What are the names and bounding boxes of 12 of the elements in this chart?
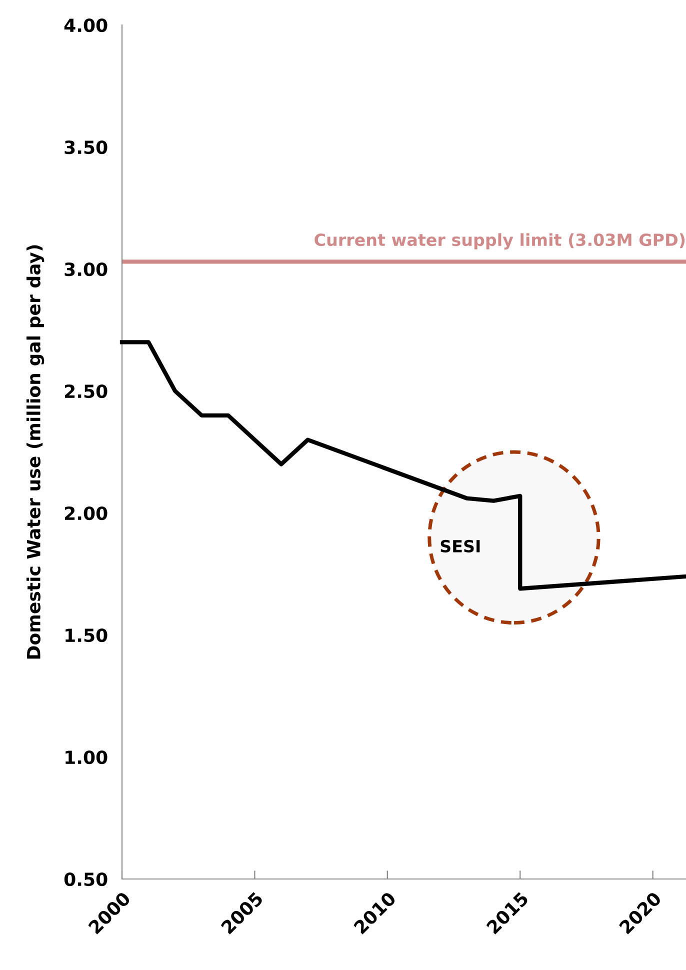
line-series xyxy=(120,340,686,591)
y-tick-label: 3.50 xyxy=(64,140,108,154)
y-tick-label: 0.50 xyxy=(64,872,108,886)
ref-line-label: Current water supply limit (3.03M GPD) xyxy=(314,233,685,250)
y-tick-label: 3.00 xyxy=(64,262,108,276)
y-tick-label: 1.50 xyxy=(66,628,108,642)
y-axis-title: Domestic Water use (million gal per day) xyxy=(26,245,44,659)
y-tick-label: 2.00 xyxy=(64,506,108,520)
y-tick-label: 4.00 xyxy=(64,18,108,32)
y-tick-label: 1.00 xyxy=(66,750,108,764)
y-tick-label: 2.50 xyxy=(64,384,108,398)
annotation: SESI xyxy=(440,540,480,552)
